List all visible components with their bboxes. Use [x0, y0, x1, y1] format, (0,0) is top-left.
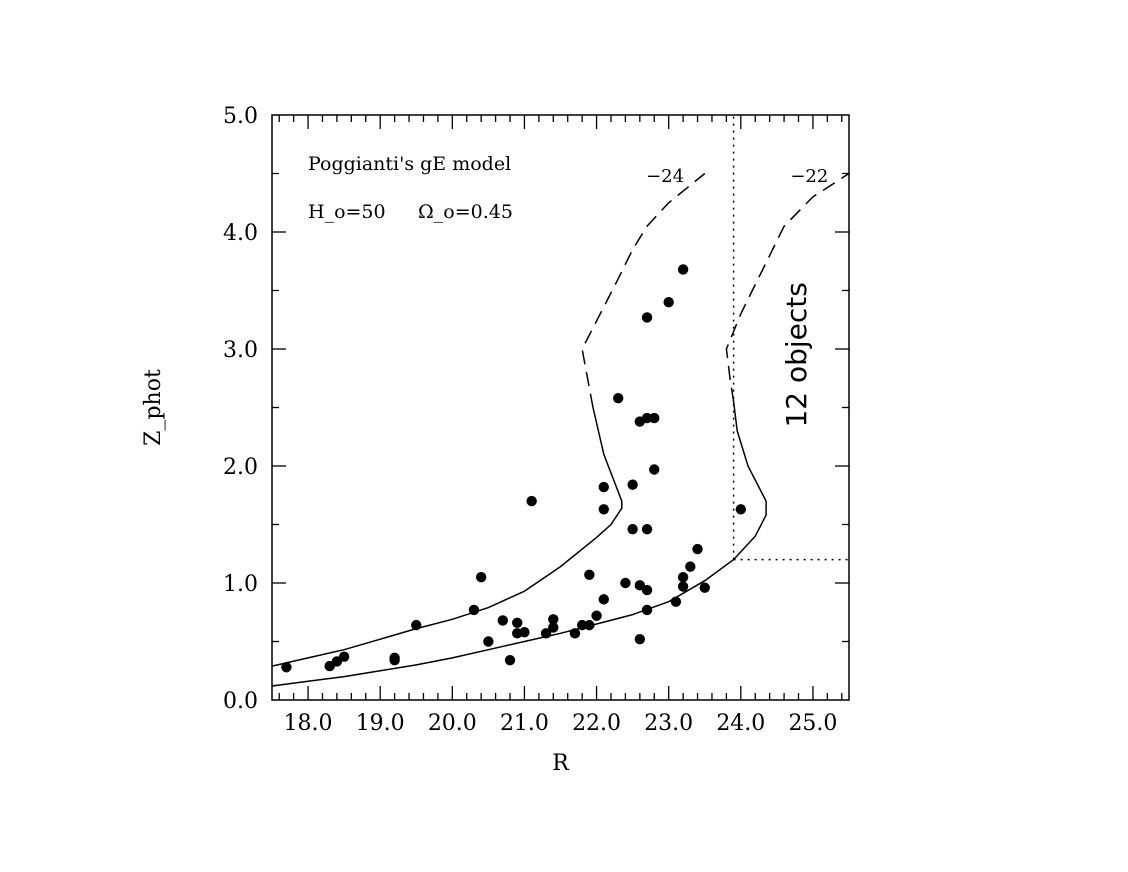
tick-labels: 18.0 19.0 20.0 21.0 22.0 23.0 24.0 25.0 0.0 1.0 2.…	[223, 104, 837, 736]
data-point	[677, 264, 689, 275]
y-tick-label: 2.0	[223, 455, 258, 480]
data-point	[627, 479, 638, 490]
data-point	[468, 604, 480, 616]
x-tick-label: 19.0	[356, 711, 405, 736]
data-point	[692, 543, 703, 555]
data-point	[591, 610, 602, 621]
data-point	[584, 569, 595, 581]
model-curve-upper-dashed	[581, 172, 706, 408]
data-point	[641, 412, 653, 424]
data-point	[641, 584, 653, 596]
data-point	[598, 594, 609, 605]
data-point	[620, 577, 631, 589]
model-curve-lower	[271, 401, 767, 687]
x-tick-label: 21.0	[500, 711, 549, 736]
data-point	[677, 571, 689, 583]
data-point	[548, 614, 559, 625]
curve-label-right: −22	[790, 166, 828, 187]
y-tick-label: 5.0	[223, 104, 258, 129]
data-point	[735, 504, 747, 515]
data-point	[475, 571, 487, 583]
data-point	[512, 617, 523, 628]
data-point	[649, 464, 660, 475]
data-point	[677, 581, 689, 592]
x-tick-label: 24.0	[716, 711, 765, 736]
data-point	[526, 495, 537, 507]
data-point	[613, 392, 624, 404]
y-tick-label: 4.0	[223, 221, 258, 246]
y-tick-label: 3.0	[223, 338, 258, 363]
data-point	[338, 651, 350, 662]
model-curves	[271, 172, 850, 687]
data-point	[389, 652, 400, 664]
x-tick-label: 20.0	[428, 711, 477, 736]
data-point	[641, 523, 653, 535]
y-tick-label: 0.0	[223, 689, 258, 714]
data-point	[411, 619, 422, 631]
data-point	[576, 619, 588, 631]
x-tick-label: 22.0	[572, 711, 621, 736]
y-tick-label: 1.0	[223, 572, 258, 597]
data-point	[281, 662, 292, 673]
data-point	[540, 628, 552, 639]
data-point	[641, 604, 653, 616]
data-point	[584, 619, 595, 631]
data-point	[649, 412, 660, 424]
data-point	[483, 636, 494, 647]
axis-ticks	[272, 115, 849, 700]
data-points	[281, 264, 747, 673]
data-point	[670, 596, 682, 607]
x-tick-label: 25.0	[788, 711, 837, 736]
data-point	[699, 582, 710, 593]
data-point	[504, 655, 516, 666]
data-point	[598, 504, 609, 515]
curve-label-left: −24	[646, 166, 684, 187]
data-point	[598, 481, 609, 493]
data-point	[641, 312, 653, 323]
data-point	[497, 615, 508, 626]
data-point	[627, 523, 638, 535]
data-point	[519, 626, 530, 638]
data-point	[685, 561, 696, 572]
model-annotation: Poggianti's gE model	[308, 153, 511, 175]
data-point	[569, 628, 581, 639]
model-curve-upper	[271, 407, 623, 667]
omega-param-annotation: Ω_o=0.45	[418, 201, 513, 223]
plot-frame	[271, 114, 850, 701]
x-tick-label: 18.0	[284, 711, 333, 736]
y-axis-label: Z_phot	[141, 369, 166, 446]
hubble-param-annotation: H_o=50	[308, 201, 386, 223]
data-point	[548, 622, 559, 633]
model-curve-lower-dashed	[725, 172, 850, 402]
x-tick-label: 23.0	[644, 711, 693, 736]
data-point	[634, 633, 646, 645]
data-point	[663, 297, 674, 308]
dotted-guides	[732, 115, 849, 561]
region-count-label: 12 objects	[780, 282, 813, 427]
x-axis-label: R	[552, 751, 570, 776]
